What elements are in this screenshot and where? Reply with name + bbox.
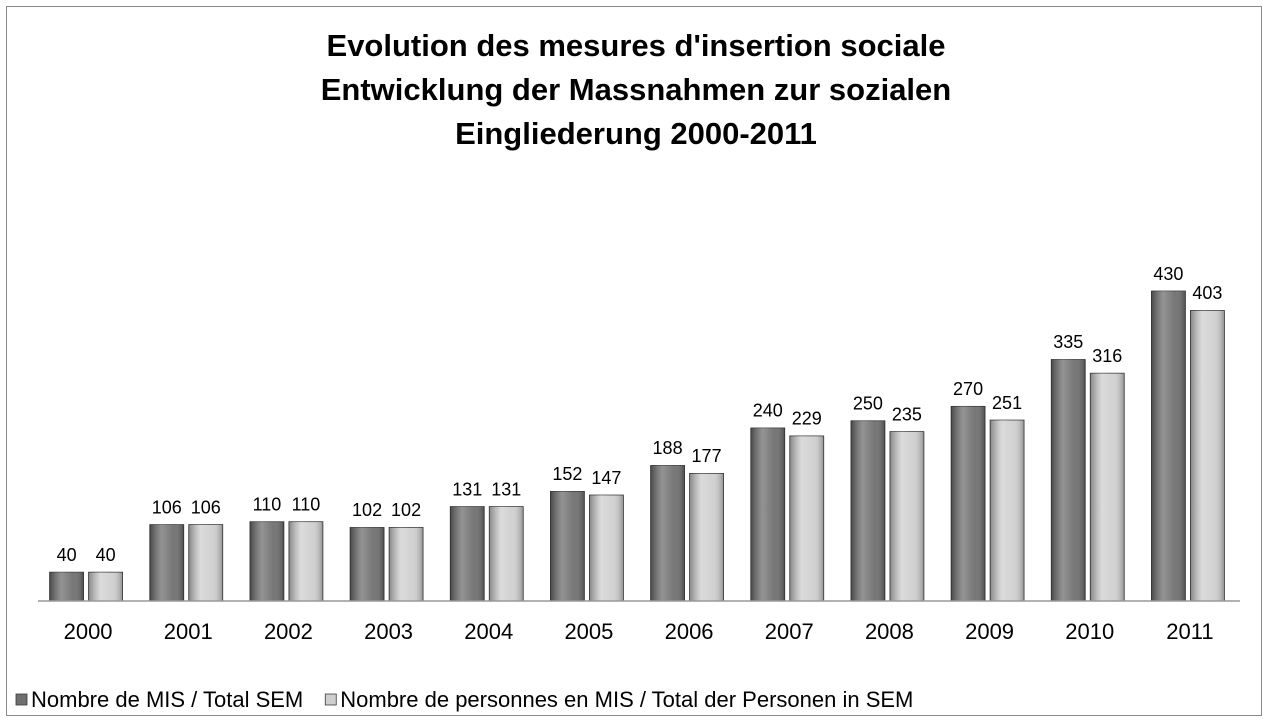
- bar-shine: [188, 524, 223, 601]
- bar-shine: [1151, 291, 1186, 601]
- x-tick-label: 2005: [564, 619, 613, 644]
- legend-swatch: [324, 693, 337, 706]
- bar-shine: [850, 420, 885, 601]
- bar-shine: [149, 524, 184, 601]
- data-label: 177: [692, 446, 722, 466]
- bar-shine: [951, 406, 986, 601]
- bar-shine: [49, 572, 84, 601]
- legend-label: Nombre de MIS / Total SEM: [31, 687, 303, 712]
- data-label: 131: [452, 479, 482, 499]
- x-tick-label: 2006: [665, 619, 714, 644]
- chart-title: Entwicklung der Massnahmen zur sozialen: [321, 72, 951, 107]
- legend-swatch: [15, 693, 28, 706]
- bar-shine: [589, 495, 624, 601]
- bar-shine: [88, 572, 123, 601]
- data-label: 403: [1192, 283, 1222, 303]
- data-label: 102: [391, 500, 421, 520]
- data-label: 102: [352, 500, 382, 520]
- bar-shine: [789, 435, 824, 601]
- bar-shine: [1051, 359, 1086, 601]
- data-label: 240: [753, 401, 783, 421]
- data-label: 316: [1092, 346, 1122, 366]
- bar-shine: [650, 465, 685, 601]
- x-tick-label: 2011: [1166, 619, 1213, 644]
- x-tick-label: 2007: [765, 619, 814, 644]
- bar-shine: [550, 491, 585, 601]
- data-label: 40: [57, 545, 77, 565]
- data-label: 110: [292, 494, 321, 514]
- chart-title: Eingliederung 2000-2011: [455, 116, 817, 151]
- data-label: 106: [191, 497, 221, 517]
- data-label: 110: [253, 494, 282, 514]
- bar-shine: [889, 431, 924, 601]
- x-tick-label: 2003: [364, 619, 413, 644]
- bar-shine: [1190, 310, 1225, 601]
- data-label: 430: [1153, 264, 1183, 284]
- data-label: 131: [491, 479, 521, 499]
- x-tick-label: 2004: [464, 619, 513, 644]
- x-tick-label: 2010: [1065, 619, 1114, 644]
- bar-shine: [249, 521, 284, 601]
- data-label: 40: [96, 545, 116, 565]
- data-label: 147: [591, 468, 621, 488]
- bar-shine: [750, 427, 785, 601]
- bar-shine: [450, 506, 485, 601]
- data-label: 235: [892, 404, 922, 424]
- x-tick-label: 2009: [965, 619, 1014, 644]
- x-tick-label: 2000: [64, 619, 113, 644]
- bar-shine: [489, 506, 524, 601]
- bar-shine: [389, 527, 424, 601]
- chart-title: Evolution des mesures d'insertion social…: [327, 28, 946, 63]
- data-label: 188: [653, 438, 683, 458]
- x-tick-label: 2008: [865, 619, 914, 644]
- data-label: 152: [552, 464, 582, 484]
- bar-shine: [689, 473, 724, 601]
- data-label: 335: [1053, 332, 1083, 352]
- data-label: 250: [853, 394, 883, 414]
- x-tick-label: 2001: [164, 619, 213, 644]
- data-label: 106: [152, 497, 182, 517]
- bar-shine: [990, 420, 1025, 601]
- data-label: 270: [953, 379, 983, 399]
- bar-shine: [350, 527, 385, 601]
- bar-shine: [288, 521, 323, 601]
- data-label: 229: [792, 409, 822, 429]
- data-label: 251: [992, 393, 1022, 413]
- bar-shine: [1090, 373, 1125, 601]
- legend-label: Nombre de personnes en MIS / Total der P…: [340, 687, 913, 712]
- x-tick-label: 2002: [264, 619, 313, 644]
